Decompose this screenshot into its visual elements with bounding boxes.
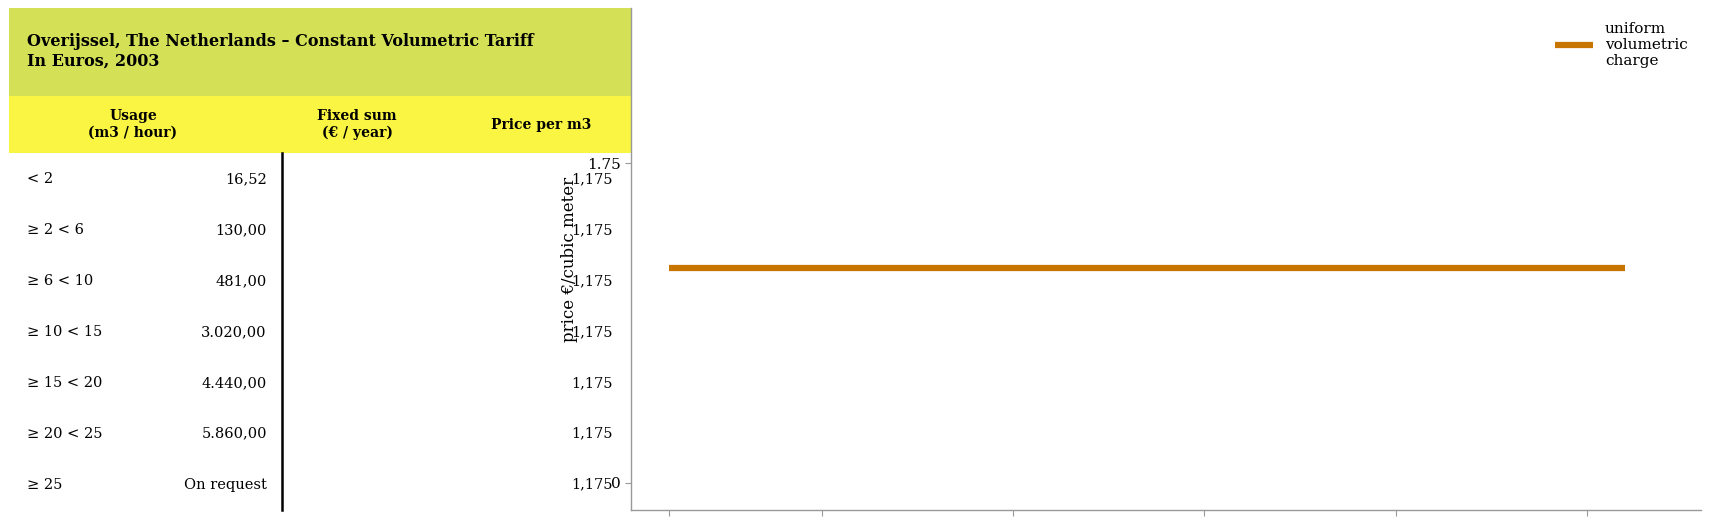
Text: 1,175: 1,175	[571, 223, 612, 237]
Text: 1,175: 1,175	[571, 427, 612, 441]
Text: 1,175: 1,175	[571, 172, 612, 186]
FancyBboxPatch shape	[9, 8, 631, 96]
Text: 1,175: 1,175	[571, 376, 612, 390]
Text: 16,52: 16,52	[226, 172, 267, 186]
Legend: uniform
volumetric
charge: uniform volumetric charge	[1549, 16, 1695, 74]
FancyBboxPatch shape	[9, 96, 631, 153]
Text: ≥ 6 < 10: ≥ 6 < 10	[27, 274, 94, 288]
Text: Usage
(m3 / hour): Usage (m3 / hour)	[89, 109, 178, 140]
Text: 1,175: 1,175	[571, 478, 612, 492]
Text: ≥ 15 < 20: ≥ 15 < 20	[27, 376, 103, 390]
Text: Overijssel, The Netherlands – Constant Volumetric Tariff
In Euros, 2003: Overijssel, The Netherlands – Constant V…	[27, 34, 534, 70]
Text: 3.020,00: 3.020,00	[202, 325, 267, 339]
Text: On request: On request	[185, 478, 267, 492]
Y-axis label: price €/cubic meter: price €/cubic meter	[561, 177, 578, 341]
Text: 481,00: 481,00	[215, 274, 267, 288]
Text: 4.440,00: 4.440,00	[202, 376, 267, 390]
Text: Fixed sum
(€ / year): Fixed sum (€ / year)	[318, 109, 397, 140]
Text: 5.860,00: 5.860,00	[202, 427, 267, 441]
Text: < 2: < 2	[27, 172, 53, 186]
Text: Price per m3: Price per m3	[491, 118, 592, 132]
Text: 1,175: 1,175	[571, 274, 612, 288]
Text: ≥ 2 < 6: ≥ 2 < 6	[27, 223, 84, 237]
Text: ≥ 25: ≥ 25	[27, 478, 63, 492]
Text: ≥ 10 < 15: ≥ 10 < 15	[27, 325, 103, 339]
Text: 1,175: 1,175	[571, 325, 612, 339]
Text: ≥ 20 < 25: ≥ 20 < 25	[27, 427, 103, 441]
Text: 130,00: 130,00	[215, 223, 267, 237]
